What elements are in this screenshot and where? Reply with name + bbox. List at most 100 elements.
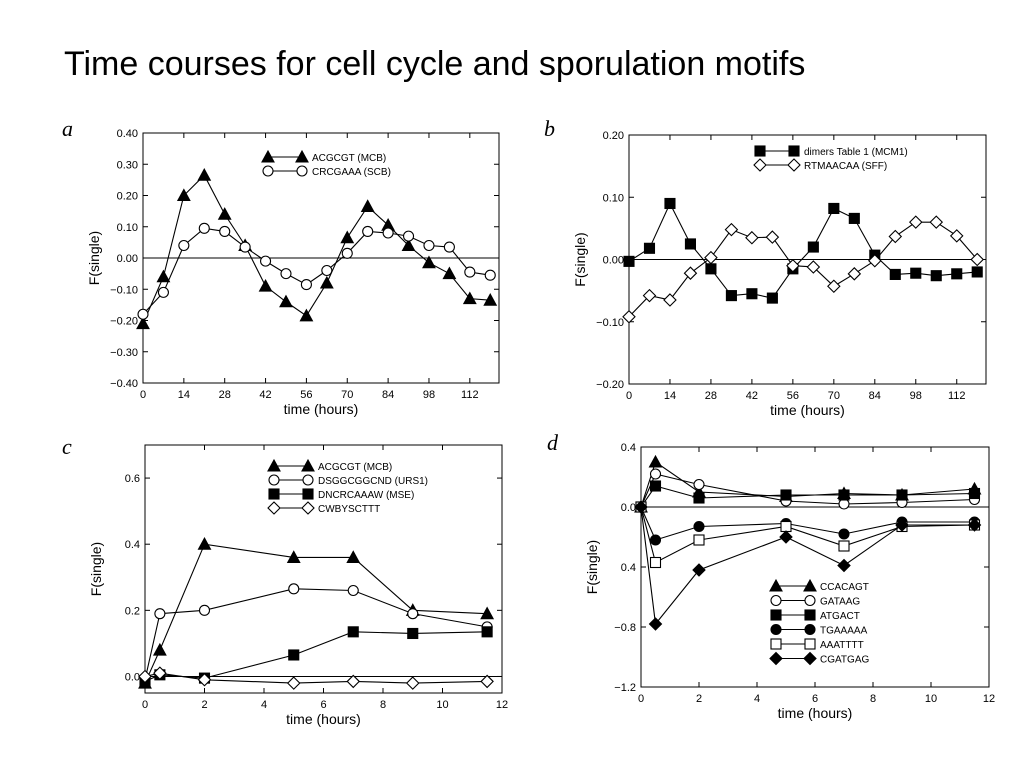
- x-tick-label: 0: [638, 693, 644, 705]
- legend-label: CWBYSCTTT: [318, 504, 380, 515]
- legend-marker: [753, 158, 767, 172]
- data-point: [838, 528, 850, 540]
- x-tick-label: 14: [178, 389, 190, 401]
- legend-marker: [296, 165, 308, 177]
- legend-label: GATAAG: [820, 597, 860, 608]
- x-tick-label: 98: [910, 390, 922, 402]
- legend-label: DSGGCGGCND (URS1): [318, 476, 428, 487]
- x-tick-label: 12: [496, 699, 508, 711]
- series-0: [634, 454, 982, 513]
- data-point: [951, 268, 963, 280]
- legend-label: CGATGAG: [820, 655, 869, 666]
- legend-marker: [302, 488, 314, 500]
- data-point: [152, 642, 167, 656]
- series-line: [640, 506, 975, 626]
- y-tick-label: 0.0: [621, 502, 636, 514]
- legend-marker: [770, 609, 782, 621]
- legend-marker: [754, 145, 766, 157]
- data-point: [648, 617, 663, 631]
- data-point: [780, 489, 792, 501]
- data-point: [828, 202, 840, 215]
- x-tick-label: 112: [461, 389, 479, 401]
- series-3: [138, 666, 494, 690]
- legend-marker: [804, 623, 816, 636]
- x-tick-label: 42: [259, 389, 271, 401]
- series-4: [635, 501, 981, 569]
- x-axis-label: time (hours): [286, 711, 361, 727]
- y-tick-label: −1.2: [614, 682, 636, 694]
- x-tick-label: 6: [812, 693, 818, 705]
- data-point: [838, 540, 850, 552]
- series-5: [634, 500, 982, 631]
- legend-marker: [268, 474, 280, 486]
- data-point: [288, 583, 300, 595]
- data-point: [443, 241, 455, 253]
- y-tick-label: −0.8: [614, 622, 636, 634]
- x-tick-label: 0: [626, 390, 632, 402]
- legend-label: ACGCGT (MCB): [312, 153, 386, 164]
- data-point: [299, 308, 314, 322]
- data-point: [780, 520, 792, 533]
- data-point: [888, 229, 903, 244]
- chart-panel-a: a 0 14 28 42 56 70 84 98 112 −0.40 −0.30 −0.20 −0.10 0…: [62, 116, 500, 417]
- series-1: [635, 468, 981, 513]
- y-tick-label: 0.30: [117, 159, 138, 171]
- legend-marker: [262, 165, 274, 177]
- x-tick-label: 28: [705, 390, 717, 402]
- data-point: [868, 253, 882, 268]
- data-point: [346, 674, 361, 689]
- y-tick-label: −0.20: [110, 316, 138, 328]
- legend: CCACAGT GATAAG ATGACT TGAAAAA AAATTTT CGATGAG: [769, 578, 869, 666]
- x-tick-label: 4: [261, 699, 267, 711]
- data-point: [422, 255, 436, 269]
- data-point: [480, 674, 494, 689]
- x-tick-label: 98: [423, 389, 435, 401]
- legend-marker: [803, 578, 817, 592]
- legend-label: TGAAAAA: [820, 626, 868, 637]
- data-point: [693, 534, 705, 546]
- data-point: [649, 468, 662, 480]
- data-point: [286, 676, 301, 690]
- data-point: [642, 288, 657, 303]
- slide-title: Time courses for cell cycle and sporulat…: [64, 45, 806, 83]
- x-tick-label: 10: [436, 699, 448, 711]
- legend-marker: [268, 488, 280, 500]
- data-point: [260, 255, 272, 267]
- data-point: [217, 207, 232, 220]
- series-line: [640, 506, 975, 564]
- data-point: [198, 604, 211, 616]
- data-point: [971, 266, 983, 278]
- x-tick-label: 84: [382, 389, 394, 401]
- data-point: [827, 279, 841, 294]
- chart-panel-c: c 0 2 4 6 8 10 12 0.0 0.2 0.4 0.6 time (hours) F(sing…: [62, 434, 508, 727]
- data-point: [138, 669, 152, 684]
- data-point: [288, 649, 300, 661]
- y-tick-label: 0.10: [117, 222, 138, 234]
- data-point: [746, 288, 758, 300]
- series-line: [142, 174, 491, 324]
- data-point: [693, 478, 705, 491]
- series-line: [628, 202, 978, 299]
- series-line: [640, 473, 975, 508]
- y-axis-label: F(single): [572, 232, 588, 286]
- panel-letter: b: [544, 116, 555, 141]
- series-line: [640, 461, 975, 508]
- data-point: [286, 550, 301, 563]
- y-tick-label: 0.40: [117, 128, 138, 140]
- data-point: [725, 290, 737, 302]
- y-tick-label: 0.00: [117, 253, 138, 265]
- data-point: [402, 230, 415, 242]
- data-point: [405, 676, 420, 690]
- data-point: [462, 291, 477, 305]
- x-axis-label: time (hours): [770, 402, 845, 418]
- data-point: [745, 230, 759, 245]
- data-point: [968, 487, 981, 500]
- data-point: [197, 168, 212, 181]
- data-point: [649, 480, 662, 492]
- data-point: [198, 222, 210, 234]
- data-point: [889, 268, 901, 280]
- x-axis-label: time (hours): [778, 705, 853, 721]
- data-point: [279, 294, 293, 308]
- data-point: [786, 258, 800, 273]
